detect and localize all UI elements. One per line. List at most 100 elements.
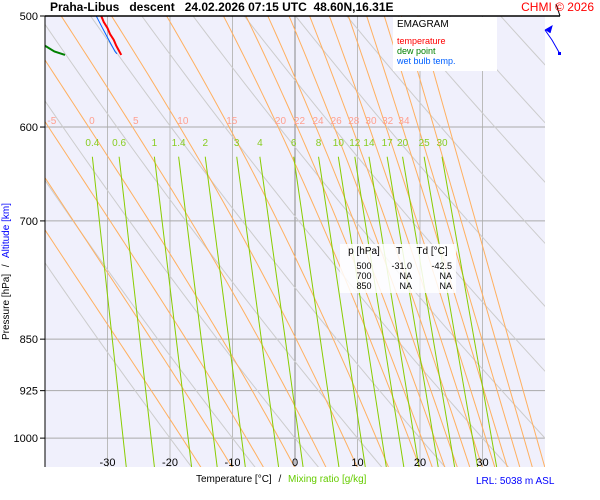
x-tick-label: -20 bbox=[162, 457, 178, 469]
moist-adiabat-label: 32 bbox=[382, 116, 394, 127]
table-row: 500 -31.0 -42.5 bbox=[342, 261, 454, 271]
x-tick-label: 30 bbox=[476, 457, 488, 469]
copyright: CHMI © 2026 bbox=[521, 0, 594, 14]
pressure-label: Pressure [hPa] bbox=[1, 273, 12, 340]
mixing-ratio-label: 4 bbox=[257, 138, 263, 149]
profile-dew-point bbox=[45, 44, 66, 56]
dry-adiabat bbox=[45, 261, 193, 467]
table-cell: 500 bbox=[356, 261, 372, 271]
mixing-ratio-line bbox=[293, 156, 340, 467]
moist-adiabat bbox=[400, 16, 533, 467]
moist-adiabat-label: 20 bbox=[275, 116, 287, 127]
moist-adiabat bbox=[45, 176, 233, 467]
mixing-ratio-line bbox=[153, 156, 193, 467]
moist-adiabat-label: 10 bbox=[177, 116, 189, 127]
mixing-ratio-label: 6 bbox=[291, 138, 297, 149]
moist-adiabat bbox=[60, 16, 327, 467]
temperature-label: Temperature [°C] bbox=[196, 474, 272, 485]
dry-adiabat bbox=[295, 16, 545, 308]
mixing-ratio-line bbox=[318, 156, 366, 467]
wind-barb bbox=[544, 3, 561, 55]
legend-wet-bulb: wet bulb temp. bbox=[397, 56, 456, 66]
mixing-ratio-label: 12 bbox=[349, 138, 361, 149]
x-axis-title: Temperature [°C] / Mixing ratio [g/kg] bbox=[196, 474, 366, 485]
mixing-ratio-label: 25 bbox=[419, 138, 431, 149]
table-cell: NA bbox=[439, 281, 452, 291]
mixing-ratio-label: 17 bbox=[382, 138, 394, 149]
dry-adiabat bbox=[45, 23, 383, 467]
moist-adiabat bbox=[417, 16, 545, 467]
dry-adiabat bbox=[90, 16, 446, 467]
mixing-ratio-line bbox=[337, 156, 387, 467]
mixing-ratio-label: 20 bbox=[397, 138, 409, 149]
mixing-ratio-line bbox=[386, 156, 439, 467]
dry-adiabat bbox=[45, 100, 319, 467]
mixing-ratio-label: Mixing ratio [g/kg] bbox=[288, 474, 367, 485]
x-tick-label: 20 bbox=[414, 457, 426, 469]
y-tick-label: 925 bbox=[20, 386, 38, 398]
moist-adiabat bbox=[45, 229, 202, 467]
mixing-ratio-line bbox=[402, 156, 456, 467]
header-t: T bbox=[395, 246, 403, 257]
table-cell: NA bbox=[439, 271, 452, 281]
mixing-ratio-line bbox=[441, 156, 498, 467]
moist-adiabat-label: 24 bbox=[312, 116, 324, 127]
moist-adiabat-label: 0 bbox=[89, 116, 95, 127]
profile-wet-bulb-temp bbox=[95, 16, 118, 55]
mixing-ratio-label: 3 bbox=[234, 138, 240, 149]
table-cell: NA bbox=[399, 271, 412, 281]
values-table: p [hPa] T Td [°C] 500 -31.0 -42.5 700 NA NA 85… bbox=[340, 244, 456, 293]
moist-adiabat-label: 15 bbox=[226, 116, 238, 127]
mixing-ratio-label: 30 bbox=[436, 138, 448, 149]
mixing-ratio-line bbox=[368, 156, 420, 467]
altitude-label: Altitude [km] bbox=[1, 203, 12, 259]
x-tick-label: 0 bbox=[292, 457, 298, 469]
y-axis-title: Pressure [hPa] / Altitude [km] bbox=[1, 203, 12, 340]
mixing-ratio-line bbox=[354, 156, 405, 467]
legend-title: EMAGRAM bbox=[397, 19, 449, 30]
y-tick-label: 600 bbox=[20, 122, 38, 134]
header-td: Td [°C] bbox=[416, 246, 448, 257]
table-cell: NA bbox=[399, 281, 412, 291]
mixing-ratio-line bbox=[423, 156, 479, 467]
mixing-ratio-line bbox=[204, 156, 246, 467]
moist-adiabat bbox=[45, 59, 296, 467]
x-sep: / bbox=[278, 474, 282, 485]
table-cell: 850 bbox=[356, 281, 372, 291]
dry-adiabat bbox=[346, 16, 545, 245]
x-tick-label: -10 bbox=[225, 457, 241, 469]
mixing-ratio-label: 8 bbox=[316, 138, 322, 149]
y-tick-label: 1000 bbox=[14, 433, 38, 445]
mixing-ratio-label: 0.6 bbox=[112, 138, 126, 149]
dry-adiabat bbox=[552, 16, 600, 468]
table-row: 850 NA NA bbox=[342, 281, 454, 291]
table-row: 700 NA NA bbox=[342, 271, 454, 281]
mixing-ratio-label: 1 bbox=[152, 138, 158, 149]
moist-adiabat bbox=[383, 16, 521, 467]
mixing-ratio-label: 0.4 bbox=[85, 138, 99, 149]
table-cell: -42.5 bbox=[431, 261, 452, 271]
y-tick-label: 850 bbox=[20, 334, 38, 346]
dry-adiabat bbox=[397, 16, 545, 183]
legend-temperature: temperature bbox=[397, 36, 446, 46]
mixing-ratio-line bbox=[259, 156, 304, 467]
moist-adiabat-label: 30 bbox=[365, 116, 377, 127]
dry-adiabat bbox=[448, 16, 545, 124]
moist-adiabat-label: 26 bbox=[331, 116, 343, 127]
mixing-ratio-line bbox=[178, 156, 218, 467]
legend-dew-point: dew point bbox=[397, 46, 436, 56]
mixing-ratio-label: 10 bbox=[333, 138, 345, 149]
mixing-ratio-label: 2 bbox=[202, 138, 208, 149]
mixing-ratio-line bbox=[91, 156, 127, 467]
moist-adiabat-label: -5 bbox=[47, 116, 56, 127]
legend: EMAGRAM temperature dew point wet bulb t… bbox=[393, 17, 497, 71]
y-sep: / bbox=[1, 264, 12, 268]
mixing-ratio-line bbox=[236, 156, 280, 467]
moist-adiabat-label: 5 bbox=[133, 116, 139, 127]
y-tick-label: 500 bbox=[20, 11, 38, 23]
table-header: p [hPa] T Td [°C] bbox=[342, 246, 454, 257]
y-tick-label: 700 bbox=[20, 216, 38, 228]
x-tick-label: -30 bbox=[100, 457, 116, 469]
moist-adiabat bbox=[45, 120, 264, 467]
